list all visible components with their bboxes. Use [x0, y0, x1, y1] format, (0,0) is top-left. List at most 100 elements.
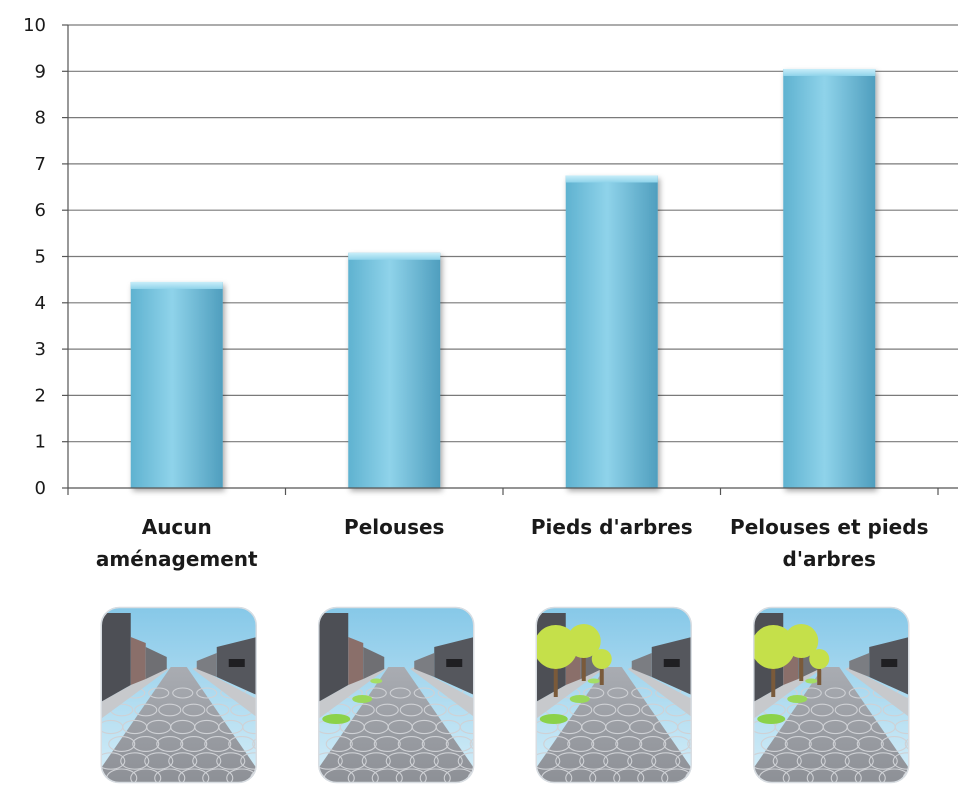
cobble: [894, 719, 910, 735]
bars: [130, 68, 876, 489]
cobble: [130, 768, 162, 783]
cobble: [593, 703, 617, 717]
cobble: [844, 752, 874, 770]
cobble: [318, 752, 343, 770]
lawn-patch: [352, 695, 373, 703]
bar-top-highlight: [565, 175, 658, 183]
y-tick-label: 5: [35, 247, 46, 268]
street-thumbnail: [535, 606, 692, 784]
cobble: [760, 736, 788, 752]
street-thumbnail: [753, 606, 910, 784]
labels: 0 1 2 3 4 5 6 7 8 9 10 Aucun aménagement Pelouses Pied…: [23, 15, 928, 571]
tree-canopy: [535, 625, 578, 669]
cobble: [172, 687, 194, 699]
cobble: [242, 719, 257, 735]
thumbnails: [100, 606, 910, 784]
tree-trunk: [799, 652, 804, 681]
cobble: [409, 752, 439, 770]
category-label: Pelouses et pieds d'arbres: [730, 515, 928, 571]
cobble: [663, 736, 691, 752]
cobble: [168, 752, 198, 770]
cobble: [144, 752, 174, 770]
cobble: [637, 768, 669, 783]
cobble: [661, 768, 692, 783]
tree-trunk: [553, 663, 558, 697]
cobble: [848, 687, 870, 699]
left-building: [130, 637, 146, 685]
cobble: [154, 768, 186, 783]
cobble: [806, 768, 838, 783]
lawn-patch: [587, 678, 600, 684]
cobble: [830, 768, 862, 783]
y-tick-label: 1: [35, 432, 46, 453]
bar: [565, 175, 658, 488]
tree-canopy: [591, 649, 612, 669]
street-scene: [535, 607, 692, 783]
cobble: [192, 752, 222, 770]
lawn-patch: [322, 714, 351, 724]
right-sidewalk: [410, 667, 475, 717]
cobble: [351, 703, 375, 717]
cobble: [784, 736, 812, 752]
y-tick-label: 7: [35, 154, 46, 175]
cobble: [543, 736, 571, 752]
cobble: [375, 703, 399, 717]
y-tick-label: 6: [35, 200, 46, 221]
cobble: [834, 703, 858, 717]
cobble: [443, 768, 475, 783]
window: [446, 659, 463, 667]
cobble: [808, 736, 836, 752]
cobble: [904, 736, 910, 752]
y-tick-label: 4: [35, 293, 46, 314]
cobble: [641, 703, 665, 717]
cobble: [389, 687, 411, 699]
cobble: [858, 703, 882, 717]
cobble: [457, 752, 475, 770]
cobble: [148, 687, 170, 699]
cobble: [445, 736, 473, 752]
y-tick-label: 8: [35, 108, 46, 129]
cobble: [132, 736, 160, 752]
cobble: [603, 752, 633, 770]
cobble: [565, 768, 597, 783]
tree-canopy: [784, 624, 819, 658]
cobble: [675, 752, 692, 770]
category-label: Pieds d'arbres: [531, 515, 693, 539]
window: [228, 659, 245, 667]
tree-canopy: [809, 649, 830, 669]
left-sidewalk: [100, 667, 169, 719]
cobble: [196, 687, 218, 699]
cobble: [782, 768, 814, 783]
cobble: [569, 703, 593, 717]
cobble: [421, 736, 449, 752]
thumbnail-frame: [318, 606, 475, 784]
cobble: [423, 703, 447, 717]
lawn-patch: [569, 695, 590, 703]
y-tick-label: 3: [35, 339, 46, 360]
cobble: [120, 752, 150, 770]
right-building: [414, 653, 435, 677]
cobble: [134, 703, 158, 717]
category-label: Aucun aménagement: [96, 515, 258, 571]
cobble: [651, 752, 681, 770]
tree-trunk: [817, 663, 822, 685]
cobble: [254, 703, 257, 717]
cobble: [753, 752, 778, 770]
right-sidewalk: [192, 667, 257, 717]
cobble: [202, 768, 234, 783]
right-building: [849, 653, 870, 677]
cobble: [535, 752, 561, 770]
tree-canopy: [753, 625, 796, 669]
cobble: [371, 768, 403, 783]
cobble: [216, 752, 246, 770]
tree-trunk: [581, 652, 586, 681]
cobble: [631, 687, 653, 699]
cobble: [325, 736, 353, 752]
thumbnail-frame: [535, 606, 692, 784]
cobble: [689, 703, 692, 717]
thumbnail-frame: [100, 606, 257, 784]
cobble: [800, 687, 822, 699]
lawn-patch: [787, 695, 808, 703]
cobble: [178, 768, 210, 783]
street-thumbnail: [318, 606, 475, 784]
